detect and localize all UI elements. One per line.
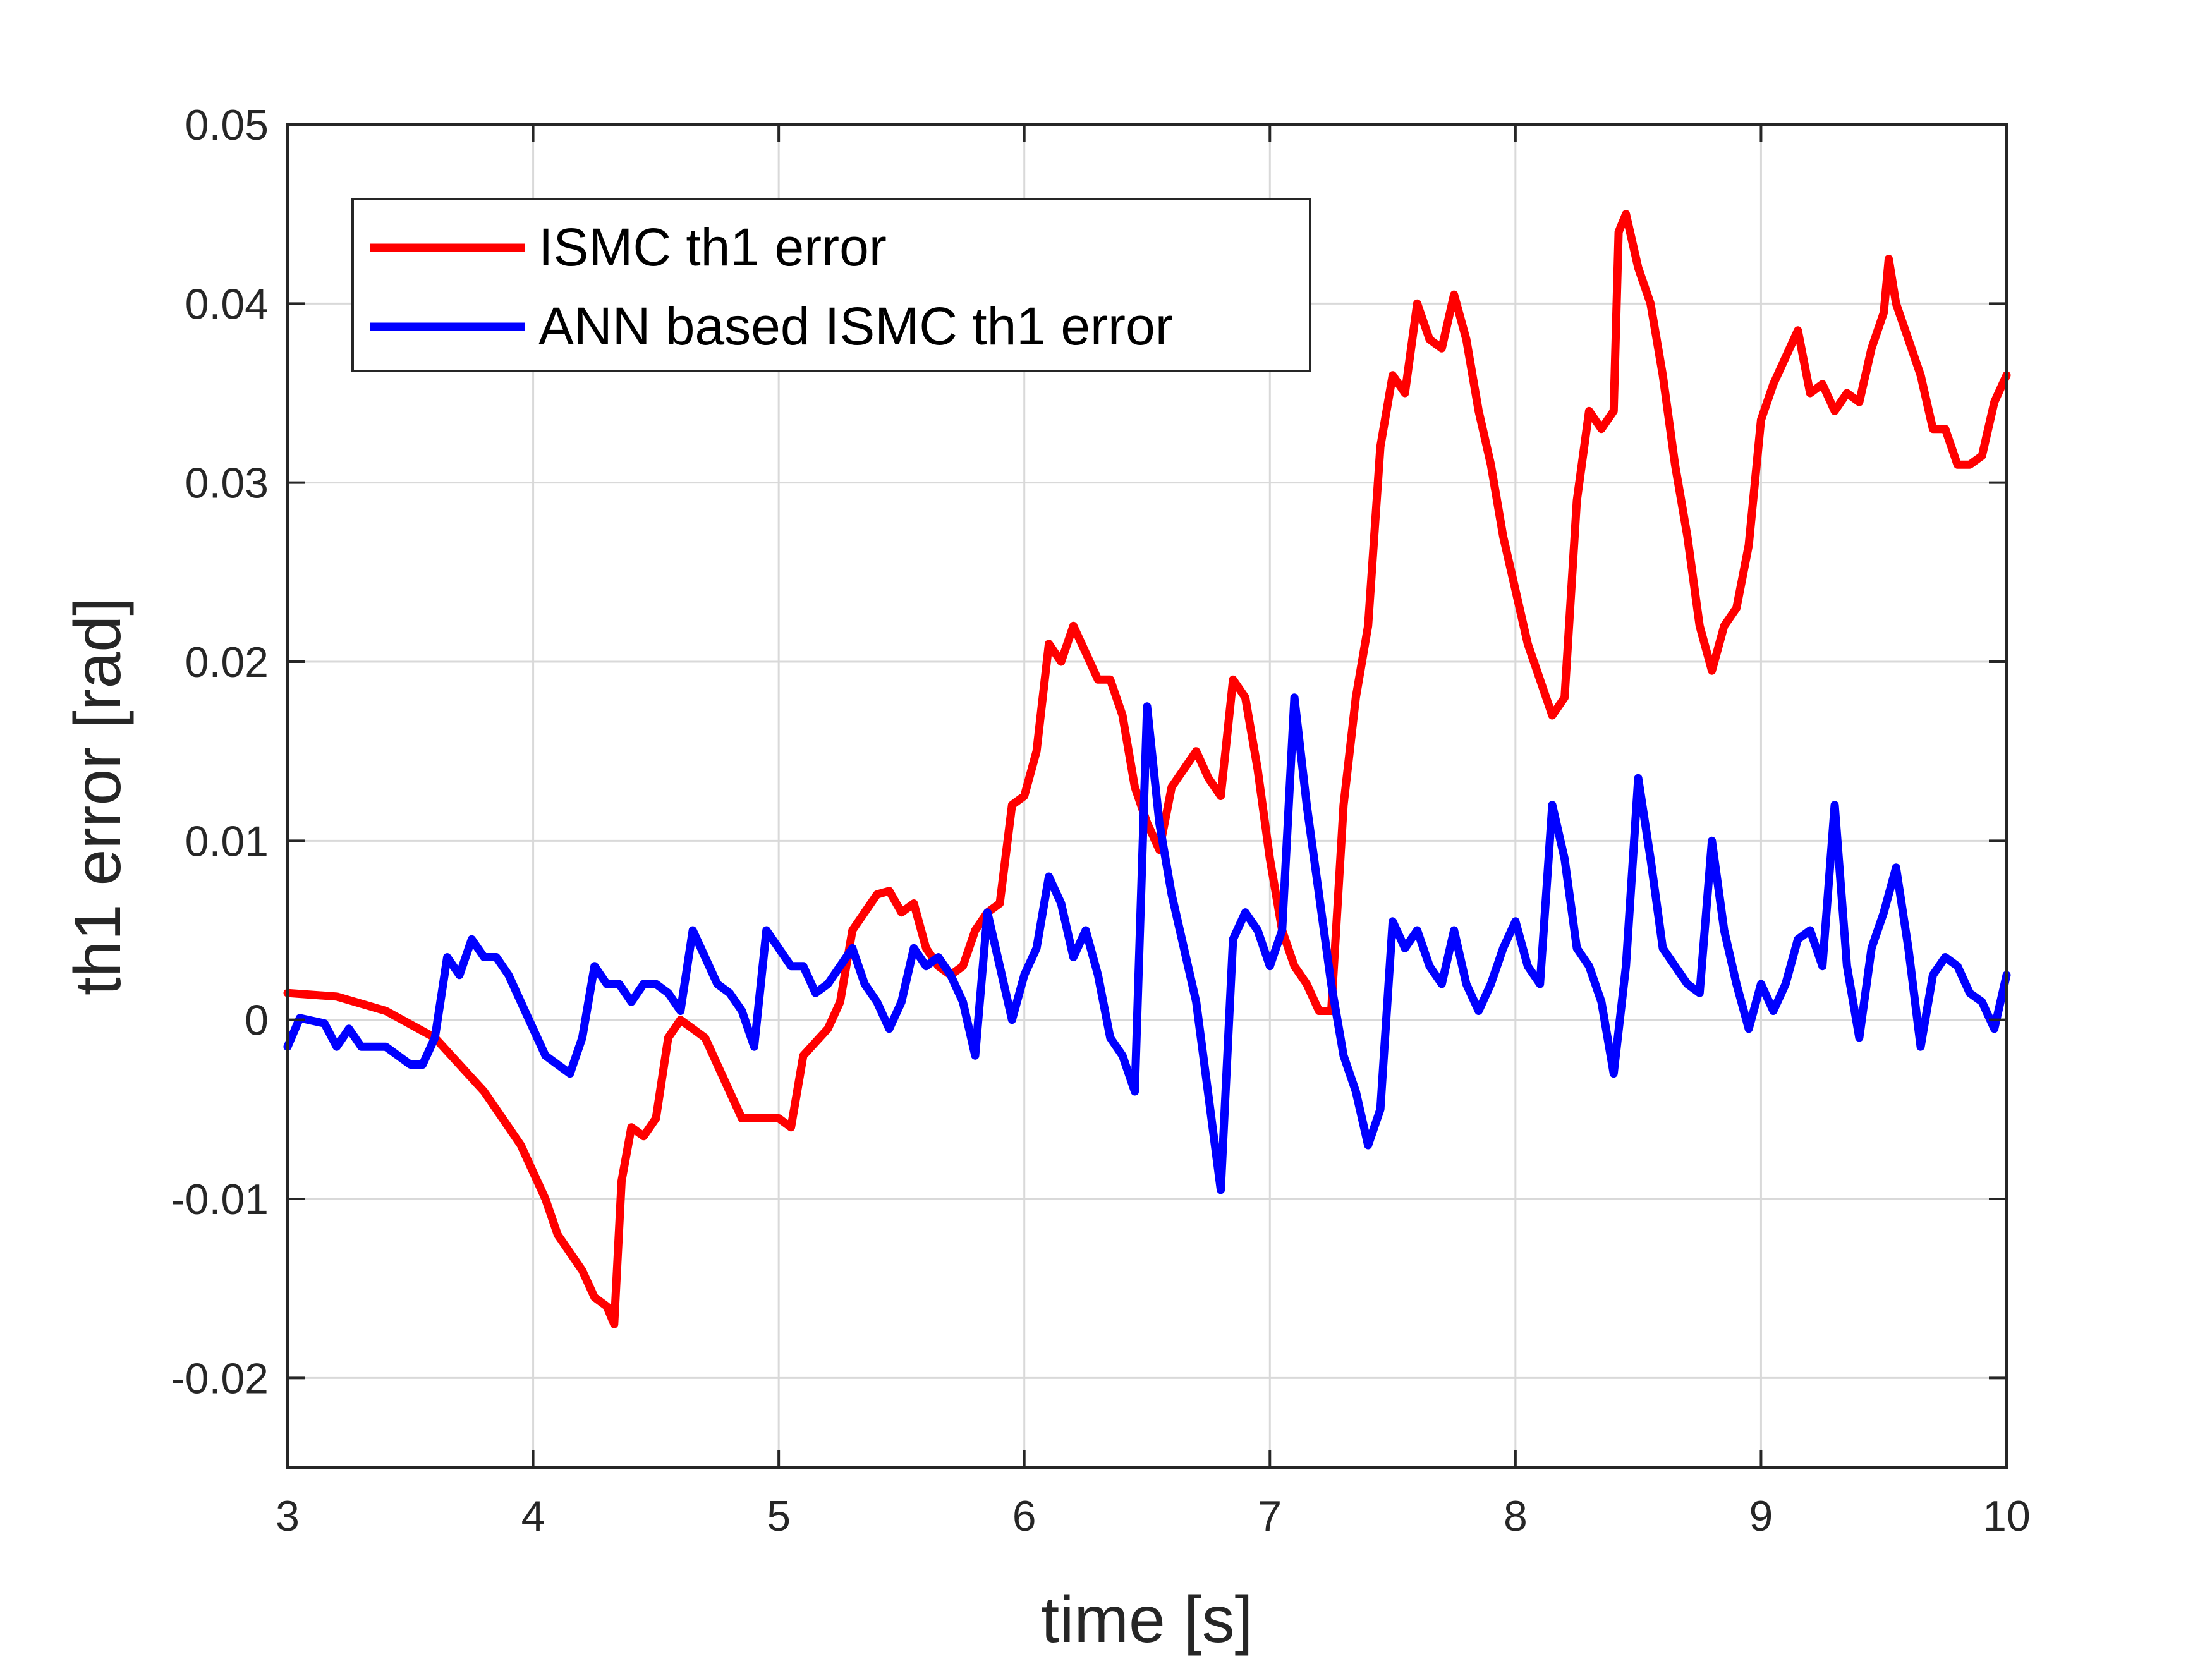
x-tick-label-3: 6 bbox=[1012, 1492, 1036, 1540]
y-tick-label-4: 0.02 bbox=[185, 638, 269, 686]
x-tick-label-4: 7 bbox=[1258, 1492, 1282, 1540]
y-axis-title: th1 error [rad] bbox=[61, 597, 135, 995]
x-tick-label-7: 10 bbox=[1983, 1492, 2031, 1540]
series-line-ismc bbox=[283, 210, 2011, 1328]
x-tick-label-2: 5 bbox=[767, 1492, 791, 1540]
x-tick-label-1: 4 bbox=[521, 1492, 545, 1540]
y-tick-label-2: 0 bbox=[245, 997, 269, 1045]
x-axis-title: time [s] bbox=[1041, 1583, 1253, 1656]
y-tick-label-0: -0.02 bbox=[171, 1354, 269, 1402]
legend-label-ismc: ISMC th1 error bbox=[538, 217, 887, 277]
y-tick-label-6: 0.04 bbox=[185, 280, 269, 328]
y-axis-ticks: -0.02 -0.01 0 0.01 0.02 0.03 0.04 0.05 bbox=[171, 101, 2007, 1402]
series-line-ann-ismc bbox=[283, 693, 2011, 1194]
y-tick-label-7: 0.05 bbox=[185, 101, 269, 149]
x-tick-label-6: 9 bbox=[1749, 1492, 1773, 1540]
y-tick-label-3: 0.01 bbox=[185, 817, 269, 865]
legend-box bbox=[351, 198, 1311, 372]
y-tick-label-5: 0.03 bbox=[185, 459, 269, 507]
series-layer bbox=[283, 210, 2011, 1328]
y-tick-label-1: -0.01 bbox=[171, 1176, 269, 1224]
x-tick-label-0: 3 bbox=[276, 1492, 300, 1540]
legend: ISMC th1 error ANN based ISMC th1 error bbox=[351, 198, 1311, 372]
x-axis-ticks: 3 4 5 6 7 8 9 10 bbox=[276, 125, 2031, 1540]
plot-frame bbox=[286, 123, 2008, 1469]
x-tick-label-5: 8 bbox=[1504, 1492, 1528, 1540]
legend-label-ann-ismc: ANN based ISMC th1 error bbox=[538, 296, 1173, 356]
